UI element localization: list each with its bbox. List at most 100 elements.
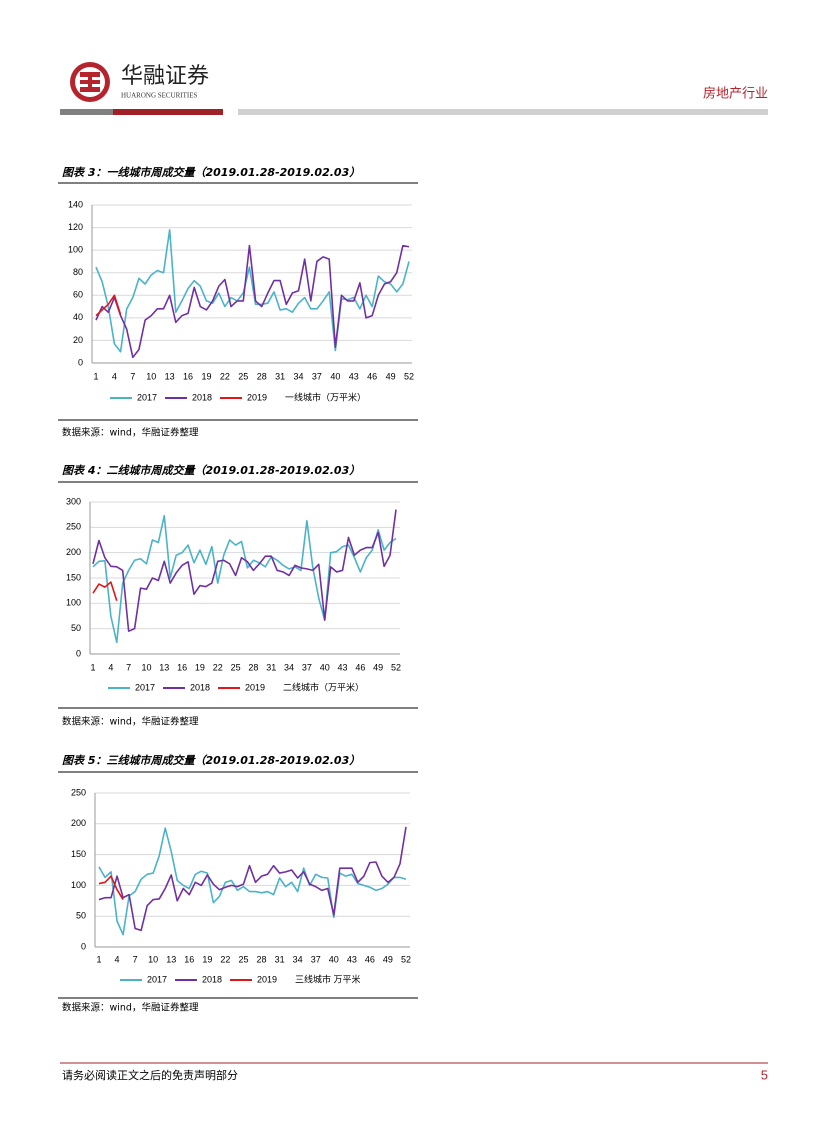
chart-title: 图表 3：一线城市周成交量（2019.01.28-2019.02.03） bbox=[62, 166, 360, 179]
x-tick-label: 34 bbox=[294, 371, 304, 381]
x-tick-label: 16 bbox=[184, 954, 194, 964]
y-tick-label: 250 bbox=[71, 787, 86, 797]
legend-label: 2017 bbox=[135, 682, 155, 692]
y-tick-label: 50 bbox=[76, 911, 86, 921]
y-tick-label: 100 bbox=[68, 245, 83, 255]
logo bbox=[70, 62, 110, 102]
x-tick-label: 43 bbox=[338, 662, 348, 672]
x-tick-label: 19 bbox=[195, 662, 205, 672]
x-tick-label: 25 bbox=[231, 662, 241, 672]
header-bar bbox=[113, 109, 223, 115]
y-tick-label: 200 bbox=[71, 818, 86, 828]
x-tick-label: 46 bbox=[365, 954, 375, 964]
legend-label: 2019 bbox=[247, 392, 267, 402]
page-number: 5 bbox=[761, 1067, 768, 1082]
header-bar bbox=[60, 109, 113, 115]
y-tick-label: 50 bbox=[71, 623, 81, 633]
y-tick-label: 300 bbox=[66, 496, 81, 506]
x-tick-label: 46 bbox=[355, 662, 365, 672]
y-tick-label: 100 bbox=[71, 880, 86, 890]
legend-label: 2019 bbox=[245, 682, 265, 692]
x-tick-label: 34 bbox=[293, 954, 303, 964]
y-tick-label: 120 bbox=[68, 222, 83, 232]
legend-label: 2018 bbox=[202, 974, 222, 984]
x-tick-label: 1 bbox=[93, 371, 98, 381]
y-tick-label: 150 bbox=[66, 572, 81, 582]
x-tick-label: 37 bbox=[311, 954, 321, 964]
legend-note: 二线城市（万平米） bbox=[283, 681, 364, 692]
x-tick-label: 7 bbox=[130, 371, 135, 381]
disclaimer: 请务必阅读正文之后的免责声明部分 bbox=[62, 1068, 238, 1082]
x-tick-label: 25 bbox=[238, 954, 248, 964]
legend-label: 2017 bbox=[137, 392, 157, 402]
series-line bbox=[98, 826, 407, 932]
x-tick-label: 46 bbox=[367, 371, 377, 381]
y-tick-label: 80 bbox=[73, 267, 83, 277]
x-tick-label: 7 bbox=[133, 954, 138, 964]
x-tick-label: 43 bbox=[349, 371, 359, 381]
x-tick-label: 4 bbox=[115, 954, 120, 964]
x-tick-label: 28 bbox=[257, 954, 267, 964]
x-tick-label: 16 bbox=[183, 371, 193, 381]
source-note: 数据来源：wind，华融证券整理 bbox=[62, 1002, 199, 1014]
x-tick-label: 13 bbox=[165, 371, 175, 381]
x-tick-label: 22 bbox=[213, 662, 223, 672]
x-tick-label: 31 bbox=[275, 371, 285, 381]
x-tick-label: 49 bbox=[373, 662, 383, 672]
series-line bbox=[98, 875, 124, 900]
x-tick-label: 10 bbox=[148, 954, 158, 964]
x-tick-label: 40 bbox=[330, 371, 340, 381]
sector: 房地产行业 bbox=[703, 86, 768, 102]
series-line bbox=[95, 294, 122, 317]
chart-title: 图表 5：三线城市周成交量（2019.01.28-2019.02.03） bbox=[62, 754, 360, 767]
x-tick-label: 37 bbox=[312, 371, 322, 381]
series-line bbox=[92, 509, 397, 632]
y-tick-label: 60 bbox=[73, 290, 83, 300]
x-tick-label: 52 bbox=[391, 662, 401, 672]
company-en: HUARONG SECURITIES bbox=[121, 92, 198, 100]
x-tick-label: 13 bbox=[159, 662, 169, 672]
x-tick-label: 16 bbox=[177, 662, 187, 672]
x-tick-label: 40 bbox=[329, 954, 339, 964]
legend-note: 一线城市（万平米） bbox=[285, 391, 366, 402]
source-note: 数据来源：wind，华融证券整理 bbox=[62, 427, 199, 439]
x-tick-label: 22 bbox=[220, 371, 230, 381]
y-tick-label: 40 bbox=[73, 312, 83, 322]
x-tick-label: 43 bbox=[347, 954, 357, 964]
series-line bbox=[95, 244, 410, 359]
x-tick-label: 7 bbox=[126, 662, 131, 672]
x-tick-label: 1 bbox=[96, 954, 101, 964]
x-tick-label: 40 bbox=[320, 662, 330, 672]
y-tick-label: 0 bbox=[81, 941, 86, 951]
legend-label: 2018 bbox=[192, 392, 212, 402]
x-tick-label: 31 bbox=[275, 954, 285, 964]
x-tick-label: 10 bbox=[141, 662, 151, 672]
y-tick-label: 0 bbox=[76, 648, 81, 658]
source-note: 数据来源：wind，华融证券整理 bbox=[62, 716, 199, 728]
x-tick-label: 28 bbox=[257, 371, 267, 381]
x-tick-label: 19 bbox=[202, 954, 212, 964]
series-line bbox=[92, 581, 118, 602]
series-line bbox=[95, 229, 410, 353]
series-line bbox=[92, 514, 397, 644]
y-tick-label: 140 bbox=[68, 199, 83, 209]
chart-title: 图表 4：二线城市周成交量（2019.01.28-2019.02.03） bbox=[62, 464, 360, 477]
y-tick-label: 200 bbox=[66, 547, 81, 557]
y-tick-label: 100 bbox=[66, 598, 81, 608]
legend-label: 2019 bbox=[257, 974, 277, 984]
legend-label: 2018 bbox=[190, 682, 210, 692]
x-tick-label: 4 bbox=[112, 371, 117, 381]
x-tick-label: 13 bbox=[166, 954, 176, 964]
x-tick-label: 49 bbox=[386, 371, 396, 381]
y-tick-label: 0 bbox=[78, 357, 83, 367]
x-tick-label: 31 bbox=[266, 662, 276, 672]
legend-label: 2017 bbox=[147, 974, 167, 984]
company-name: 华融证券 bbox=[121, 64, 209, 89]
x-tick-label: 49 bbox=[383, 954, 393, 964]
x-tick-label: 37 bbox=[302, 662, 312, 672]
legend-note: 三线城市 万平米 bbox=[295, 973, 361, 984]
header-bar bbox=[238, 109, 768, 115]
x-tick-label: 52 bbox=[404, 371, 414, 381]
y-tick-label: 250 bbox=[66, 522, 81, 532]
